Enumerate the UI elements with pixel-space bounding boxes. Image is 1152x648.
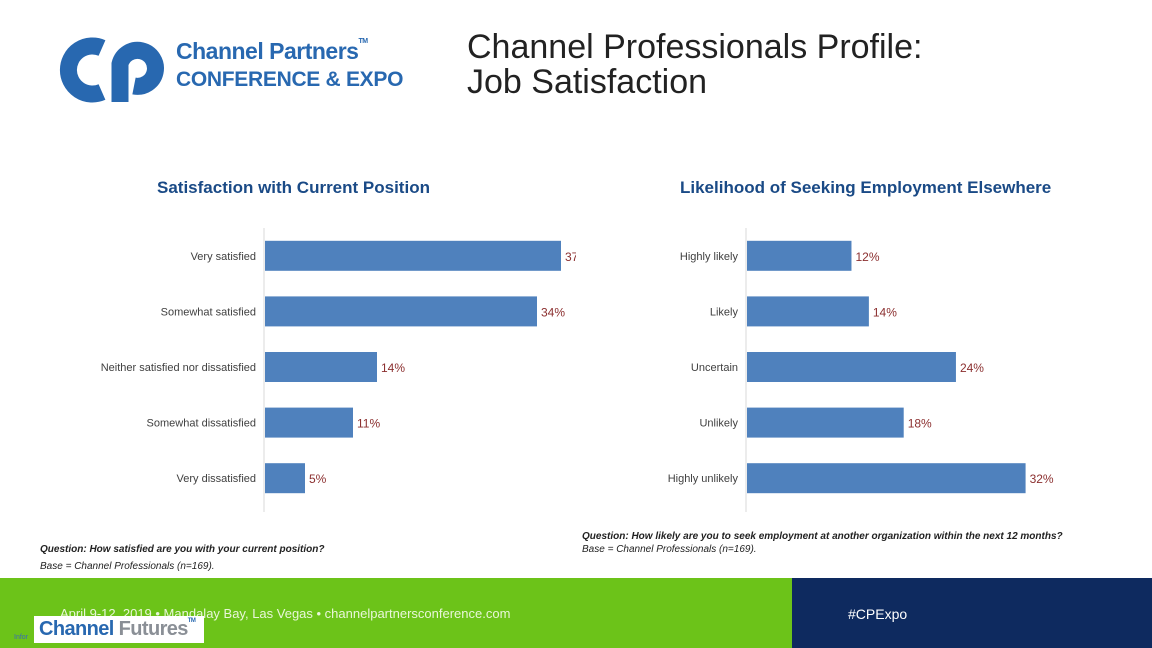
satisfaction-bar-chart: Very satisfied 37% Somewhat satisfied 34% Ne…: [101, 228, 576, 512]
title-line1: Channel Professionals Profile:: [467, 28, 923, 66]
title-line2: Job Satisfaction: [467, 63, 708, 101]
logo-line1: Channel PartnersTM: [176, 38, 368, 64]
bar-highly-unlikely: [747, 463, 1026, 494]
chart-title-likelihood: Likelihood of Seeking Employment Elsewhe…: [680, 178, 1052, 197]
bar-likely: [747, 296, 869, 327]
base-footnote-right: Base = Channel Professionals (n=169).: [582, 544, 757, 555]
page-title: Channel Professionals Profile: Job Satis…: [467, 30, 922, 100]
value-label-unlikely: 18%: [908, 417, 932, 431]
category-label-unlikely: Unlikely: [699, 418, 738, 430]
value-label-likely: 14%: [873, 305, 897, 319]
category-label-very-dissatisfied: Very dissatisfied: [177, 473, 256, 485]
footer-navy-band: [792, 578, 1152, 648]
cp-logo-icon: [59, 37, 164, 103]
value-label-somewhat-satisfied: 34%: [541, 305, 565, 319]
question-footnote-right: Question: How likely are you to seek emp…: [582, 531, 1063, 542]
likelihood-bar-chart: Highly likely 12% Likely 14% Uncertain 24% Unl…: [668, 228, 1054, 512]
bar-neither-satisfied-nor-dissatisfied: [265, 352, 377, 382]
value-label-highly-unlikely: 32%: [1030, 472, 1054, 486]
bar-somewhat-dissatisfied: [265, 407, 353, 438]
category-label-neither-satisfied-nor-dissatisfied: Neither satisfied nor dissatisfied: [101, 362, 256, 374]
category-label-likely: Likely: [710, 306, 739, 318]
category-label-highly-unlikely: Highly unlikely: [668, 473, 739, 485]
value-label-uncertain: 24%: [960, 361, 984, 375]
category-label-somewhat-satisfied: Somewhat satisfied: [161, 306, 256, 318]
category-label-very-satisfied: Very satisfied: [191, 251, 256, 263]
channel-partners-logo: Channel PartnersTM CONFERENCE & EXPO: [58, 34, 403, 106]
bar-somewhat-satisfied: [265, 296, 537, 327]
bar-unlikely: [747, 407, 904, 438]
bar-uncertain: [747, 352, 956, 382]
bar-highly-likely: [747, 240, 852, 271]
channel-futures-wordmark: Channel FuturesTM: [39, 618, 196, 640]
chart-title-satisfaction: Satisfaction with Current Position: [157, 178, 430, 197]
question-footnote-left: Question: How satisfied are you with you…: [40, 544, 325, 555]
event-hashtag: #CPExpo: [848, 606, 908, 622]
value-label-highly-likely: 12%: [855, 250, 879, 264]
bar-very-satisfied: [265, 240, 561, 271]
value-label-very-satisfied: 37%: [565, 250, 576, 264]
base-footnote-left: Base = Channel Professionals (n=169).: [40, 561, 215, 572]
bar-very-dissatisfied: [265, 463, 305, 494]
category-label-somewhat-dissatisfied: Somewhat dissatisfied: [147, 418, 256, 430]
value-label-neither-satisfied-nor-dissatisfied: 14%: [381, 361, 405, 375]
channel-futures-logo: Channel FuturesTM: [34, 616, 204, 643]
category-label-highly-likely: Highly likely: [680, 251, 739, 263]
value-label-somewhat-dissatisfied: 11%: [357, 417, 380, 431]
category-label-uncertain: Uncertain: [691, 362, 738, 374]
footer-small-text: Infor: [14, 634, 29, 641]
logo-line2: CONFERENCE & EXPO: [176, 68, 404, 91]
value-label-very-dissatisfied: 5%: [309, 472, 327, 486]
